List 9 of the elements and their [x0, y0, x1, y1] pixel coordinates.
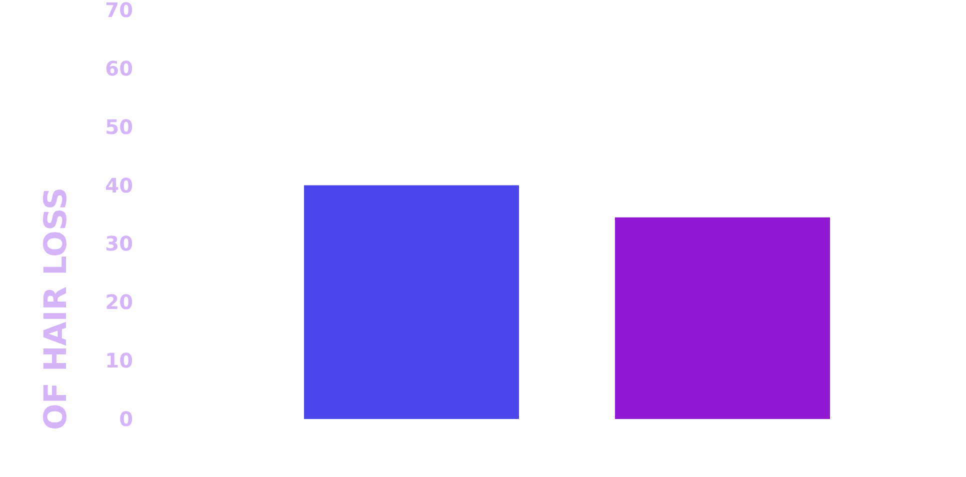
- y-tick-label: 70: [105, 0, 133, 22]
- y-axis-title: OF HAIR LOSS: [38, 187, 74, 430]
- y-tick-label: 30: [105, 232, 133, 256]
- y-tick-label: 20: [105, 290, 133, 314]
- y-tick-label: 40: [105, 173, 133, 198]
- y-tick-label: 60: [105, 56, 133, 80]
- y-tick-label: 50: [105, 114, 133, 139]
- y-tick-label: 10: [105, 348, 133, 373]
- y-tick-label: 0: [119, 407, 133, 431]
